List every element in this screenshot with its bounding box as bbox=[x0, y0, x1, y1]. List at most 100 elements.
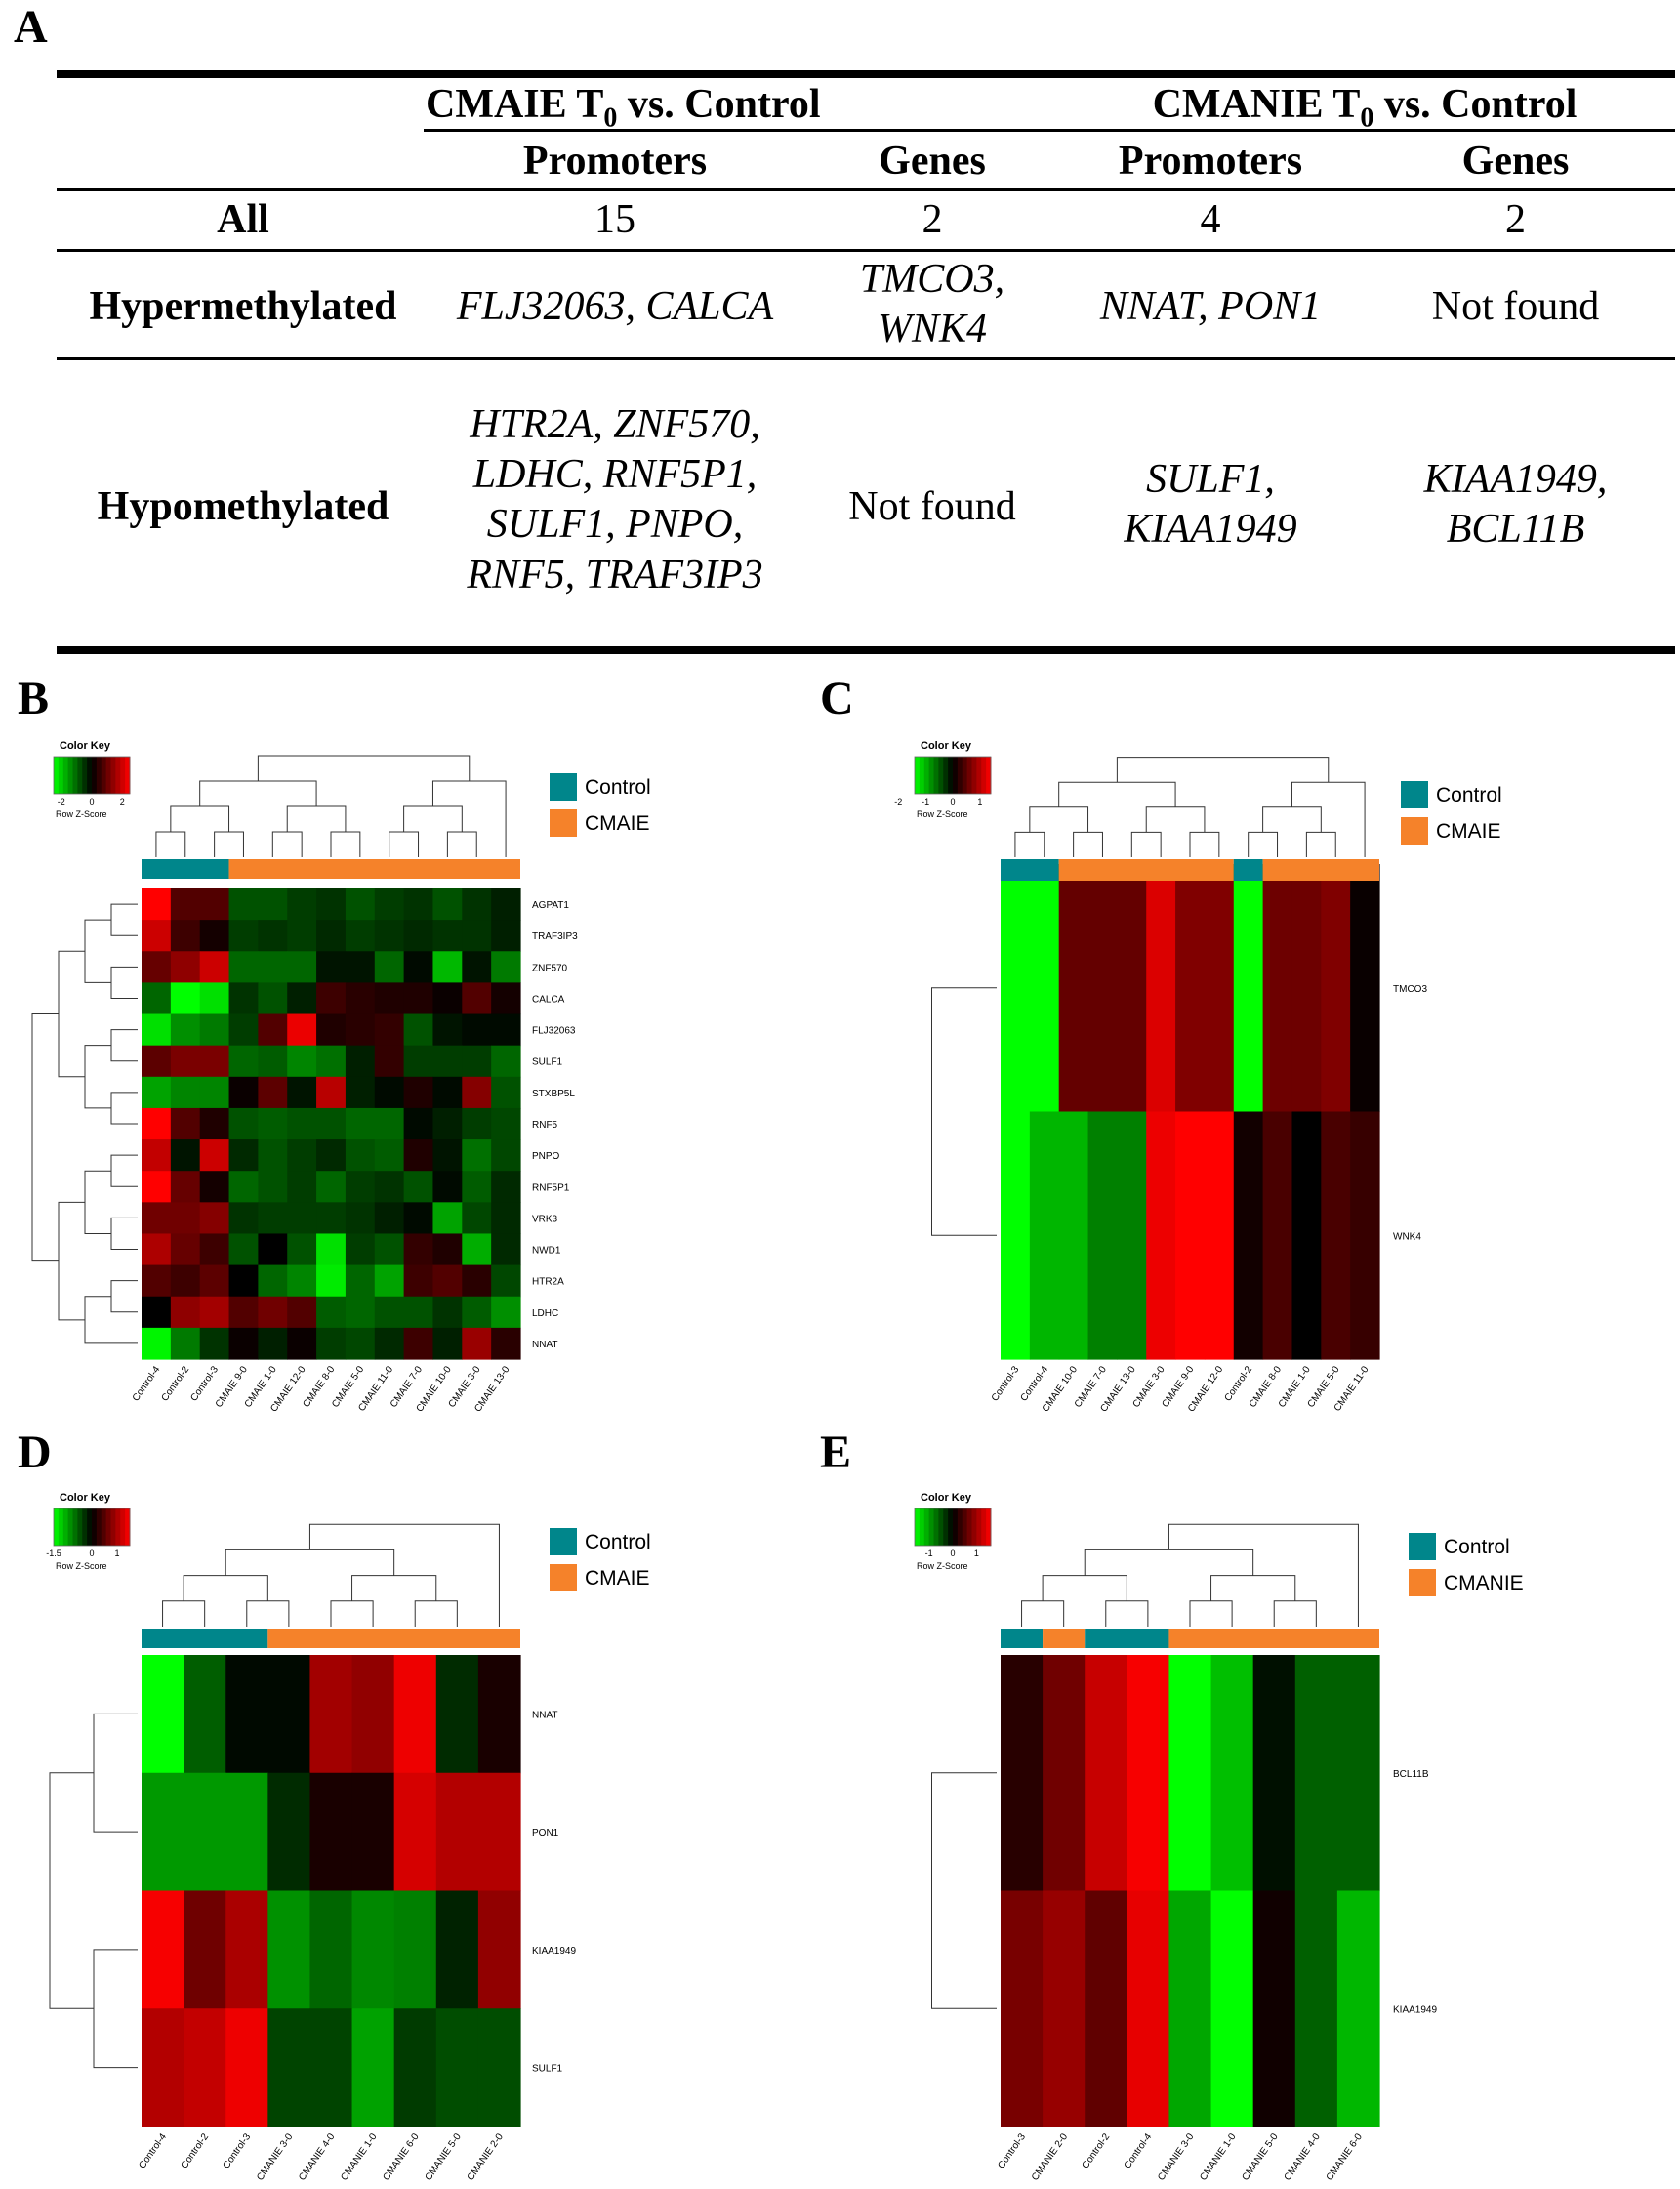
color-key-swatch bbox=[966, 757, 972, 794]
column-dendrogram-branch bbox=[1021, 1600, 1065, 1627]
heatmap-cell bbox=[432, 1076, 463, 1109]
heatmap-panel-d: NNAT PON1 KIAA1949 SULF1 Control-4 Control-2 C… bbox=[46, 1492, 650, 2183]
column-dendrogram-branch bbox=[431, 780, 507, 857]
heatmap-cell bbox=[1117, 1111, 1147, 1360]
heatmap-cell bbox=[199, 1139, 230, 1172]
heatmap-cell bbox=[477, 2008, 521, 2127]
heatmap-cell bbox=[316, 1202, 347, 1235]
row-label: NNAT bbox=[532, 1710, 557, 1720]
heatmap-cell bbox=[316, 920, 347, 952]
color-key-swatch bbox=[971, 757, 977, 794]
heatmap-cell bbox=[403, 1139, 434, 1172]
color-key-swatch bbox=[962, 1508, 968, 1546]
heatmap-cell bbox=[142, 1890, 184, 2009]
color-key-swatch bbox=[87, 1508, 93, 1546]
heatmap-cell bbox=[374, 1076, 405, 1109]
heatmap-cell bbox=[345, 1171, 376, 1203]
heatmap-cell bbox=[228, 1013, 259, 1047]
heatmap-cell bbox=[225, 2008, 268, 2127]
column-dendrogram-branch bbox=[170, 805, 230, 832]
group-color-bar bbox=[1043, 1629, 1086, 1648]
heatmap-cell bbox=[316, 982, 347, 1015]
row-dendrogram-branch bbox=[110, 1154, 138, 1187]
heatmap-cell bbox=[287, 1233, 317, 1266]
hypo-genes-cmanie: KIAA1949, BCL11B bbox=[1362, 455, 1669, 555]
heatmap-cell bbox=[435, 2008, 479, 2127]
column-label: CMANIE 1-0 bbox=[339, 2131, 379, 2183]
heatmap-cell bbox=[1233, 864, 1264, 1113]
column-label: Control-2 bbox=[1223, 1364, 1255, 1403]
col-header-promoters-1: Promoters bbox=[522, 139, 708, 184]
heatmap-cell bbox=[1262, 864, 1293, 1113]
row-label: FLJ32063 bbox=[532, 1026, 576, 1037]
color-key-swatch bbox=[115, 757, 121, 794]
heatmap-panel-e: BCL11B KIAA1949 Control-3 CMANIE 2-0 Control… bbox=[914, 1492, 1524, 2183]
heatmap-cell bbox=[432, 1327, 463, 1360]
heatmap-cell bbox=[477, 1890, 521, 2009]
heatmap-cell bbox=[393, 1772, 437, 1892]
color-key-swatch bbox=[976, 1508, 982, 1546]
group-color-bar bbox=[1001, 859, 1059, 881]
heatmap-cell bbox=[170, 1076, 201, 1109]
column-dendrogram-branch bbox=[1248, 831, 1279, 857]
column-dendrogram-branch bbox=[1305, 831, 1336, 857]
heatmap-cell bbox=[199, 888, 230, 921]
heatmap-cell bbox=[258, 888, 288, 921]
column-dendrogram-branch bbox=[403, 805, 463, 832]
hyper-genes-cmanie: Not found bbox=[1362, 282, 1669, 332]
heatmap-cell bbox=[267, 1772, 311, 1892]
row-dendrogram-branch bbox=[931, 1772, 997, 2009]
heatmap-cell bbox=[142, 1327, 172, 1360]
hyper-genes-cmaie: TMCO3, WNK4 bbox=[800, 255, 1064, 354]
hypo-genes-cmanie-line-2: BCL11B bbox=[1446, 507, 1585, 553]
heatmap-cell bbox=[491, 1139, 521, 1172]
heatmap-cell bbox=[1294, 1655, 1338, 1892]
heatmap-cell bbox=[142, 1013, 172, 1047]
heatmap-cell bbox=[491, 1327, 521, 1360]
heatmap-cell bbox=[432, 888, 463, 921]
heatmap-cell bbox=[287, 1296, 317, 1329]
group-color-bar bbox=[1085, 1629, 1169, 1648]
column-dendrogram-branch bbox=[330, 831, 361, 857]
heatmap-cell bbox=[228, 1171, 259, 1203]
heatmap-cell bbox=[462, 888, 492, 921]
all-promoters-cmanie: 4 bbox=[1200, 197, 1221, 242]
heatmap-cell bbox=[225, 1772, 268, 1892]
column-label: CMANIE 6-0 bbox=[381, 2131, 421, 2183]
heatmap-cell bbox=[199, 1107, 230, 1140]
heatmap-cell bbox=[142, 1045, 172, 1078]
heatmap-cell bbox=[462, 1327, 492, 1360]
column-dendrogram-branch bbox=[257, 755, 471, 781]
heatmap-cell bbox=[374, 1013, 405, 1047]
hypo-promoters-line-1: HTR2A, ZNF570, bbox=[470, 402, 760, 447]
heatmap-cell bbox=[1043, 1890, 1086, 2127]
heatmap-cell bbox=[1085, 1655, 1127, 1892]
color-key-swatch bbox=[928, 757, 934, 794]
heatmap-cell bbox=[403, 1233, 434, 1266]
color-key-swatch bbox=[976, 757, 982, 794]
legend-label: CMAIE bbox=[585, 1567, 650, 1590]
heatmap-cell bbox=[228, 982, 259, 1015]
column-label: Control-4 bbox=[1019, 1364, 1051, 1403]
heatmap-cell bbox=[491, 1045, 521, 1078]
heatmap-cell bbox=[462, 1013, 492, 1047]
heatmap-cell bbox=[199, 1296, 230, 1329]
group-color-bar bbox=[1233, 859, 1263, 881]
color-key-swatch bbox=[105, 757, 111, 794]
heatmap-cell bbox=[403, 1296, 434, 1329]
heatmap-cell bbox=[403, 920, 434, 952]
color-key-swatch bbox=[62, 757, 69, 794]
heatmap-cell bbox=[491, 1013, 521, 1047]
heatmap-cell bbox=[491, 920, 521, 952]
heatmap-cell bbox=[393, 2008, 437, 2127]
legend-swatch bbox=[1401, 817, 1428, 845]
heatmap-cell bbox=[170, 1264, 201, 1298]
heatmap-cell bbox=[1204, 864, 1235, 1113]
column-dendrogram-branch bbox=[271, 831, 303, 857]
panel-label-b: B bbox=[18, 673, 50, 724]
heatmap-cell bbox=[1043, 1655, 1086, 1892]
heatmap-cell bbox=[345, 1139, 376, 1172]
heatmap-cell bbox=[1350, 864, 1380, 1113]
column-dendrogram-branch bbox=[1168, 1523, 1359, 1627]
col-header-genes-2: Genes bbox=[1461, 139, 1570, 184]
